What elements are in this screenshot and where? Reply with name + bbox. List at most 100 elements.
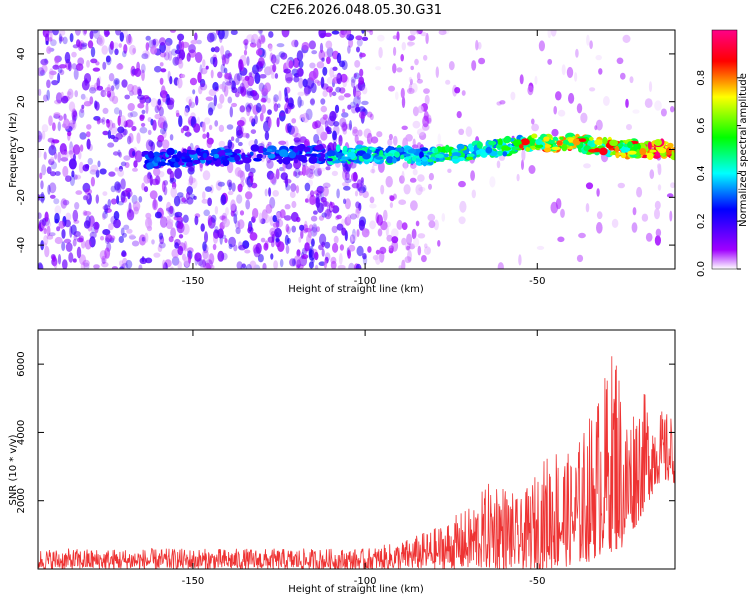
heatmap-cell	[356, 38, 363, 47]
heatmap-cell	[669, 210, 673, 222]
heatmap-ridge-cell	[621, 146, 626, 154]
heatmap-cell	[412, 138, 416, 148]
heatmap-cell	[235, 137, 240, 143]
heatmap-cell	[386, 234, 393, 242]
heatmap-cell	[62, 199, 70, 206]
heatmap-cell	[470, 170, 475, 181]
heatmap-cell	[406, 233, 413, 246]
heatmap-cell	[375, 254, 381, 265]
heatmap-cell	[122, 257, 128, 266]
heatmap-cell	[304, 182, 311, 192]
heatmap-ridge-cell	[369, 147, 377, 151]
heatmap-cell	[82, 30, 87, 36]
heatmap-cell	[246, 106, 251, 117]
heatmap-cell	[566, 66, 574, 79]
heatmap-cell	[222, 54, 226, 67]
heatmap-cell	[169, 205, 174, 215]
heatmap-ridge-cell	[427, 158, 434, 163]
heatmap-cell	[331, 225, 338, 234]
heatmap-cell	[102, 61, 107, 70]
heatmap-cell	[385, 176, 393, 188]
heatmap-cell	[644, 98, 653, 108]
heatmap-cell	[190, 39, 198, 45]
heatmap-cell	[185, 96, 193, 104]
heatmap-ridge-cell	[392, 157, 397, 164]
heatmap-cell	[74, 30, 81, 36]
heatmap-cell	[118, 109, 123, 118]
heatmap-cell	[345, 171, 350, 181]
heatmap-cell	[174, 49, 181, 54]
heatmap-cell	[79, 144, 84, 152]
heatmap-cell	[561, 64, 566, 76]
heatmap-cell	[412, 169, 418, 176]
heatmap-cell	[66, 91, 72, 96]
heatmap-ridge-cell	[618, 152, 626, 156]
heatmap-cell	[272, 215, 277, 223]
heatmap-cell	[46, 46, 52, 54]
heatmap-cell	[648, 81, 653, 93]
heatmap-cell	[299, 99, 304, 107]
heatmap-cell	[273, 260, 278, 269]
heatmap-cell	[324, 51, 330, 58]
heatmap-cell	[188, 175, 194, 186]
heatmap-cell	[115, 30, 122, 36]
heatmap-cell	[461, 90, 466, 96]
heatmap-cell	[293, 170, 296, 177]
heatmap-cell	[411, 144, 419, 149]
heatmap-cell	[310, 82, 317, 94]
heatmap-cell	[308, 172, 315, 180]
heatmap-cell	[41, 164, 47, 176]
heatmap-cell	[336, 223, 344, 231]
heatmap-cell	[41, 130, 46, 140]
heatmap-cell	[340, 73, 348, 83]
heatmap-cell	[350, 78, 356, 88]
heatmap-cell	[351, 182, 360, 189]
heatmap-cell	[240, 76, 246, 81]
heatmap-cell	[169, 134, 174, 141]
heatmap-ridge-cell	[647, 141, 652, 150]
heatmap-cell	[74, 174, 82, 180]
heatmap-cell	[392, 35, 398, 40]
heatmap-cell	[347, 45, 351, 54]
heatmap-cell	[296, 67, 304, 78]
heatmap-ridge-cell	[386, 156, 394, 164]
heatmap-cell	[159, 37, 166, 46]
heatmap-cell	[193, 195, 197, 200]
heatmap-cell	[145, 217, 153, 229]
heatmap-cell	[433, 219, 439, 231]
heatmap-cell	[456, 111, 462, 119]
heatmap-cell	[73, 68, 79, 80]
heatmap-cell	[195, 52, 203, 63]
heatmap-cell	[125, 259, 133, 269]
heatmap-cell	[97, 35, 105, 47]
heatmap-cell	[410, 65, 415, 71]
heatmap-cell	[127, 103, 135, 111]
heatmap-cell	[160, 85, 166, 97]
heatmap-cell	[220, 194, 227, 206]
heatmap-cell	[304, 220, 308, 231]
heatmap-ridge-cell	[434, 147, 439, 154]
heatmap-ridge-cell	[342, 145, 348, 153]
heatmap-cell	[245, 199, 251, 210]
heatmap-cell	[379, 246, 387, 254]
heatmap-cell	[154, 211, 162, 219]
heatmap-cell	[177, 33, 185, 41]
heatmap-ridge-cell	[451, 152, 462, 157]
heatmap-cell	[313, 168, 322, 177]
heatmap-cell	[410, 200, 418, 211]
heatmap-cell	[332, 133, 338, 144]
heatmap-cell	[110, 185, 116, 193]
heatmap-cell	[294, 132, 302, 145]
heatmap-cell	[107, 84, 111, 94]
heatmap-cell	[341, 121, 348, 132]
heatmap-cell	[200, 223, 205, 232]
heatmap-cell	[78, 108, 85, 118]
heatmap-cell	[39, 69, 46, 76]
heatmap-cell	[101, 255, 107, 265]
heatmap-cell	[332, 242, 339, 253]
heatmap-cell	[272, 64, 277, 73]
heatmap-cell	[377, 228, 383, 237]
heatmap-cell	[351, 172, 358, 182]
heatmap-cell	[361, 30, 365, 34]
heatmap-cell	[257, 254, 264, 263]
